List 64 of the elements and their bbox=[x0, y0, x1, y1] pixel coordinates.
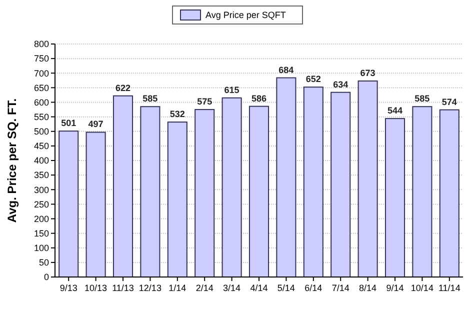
data-label: 544 bbox=[387, 106, 403, 116]
x-tick-label: 9/13 bbox=[60, 283, 78, 293]
x-tick-label: 1/14 bbox=[168, 283, 186, 293]
bar bbox=[384, 118, 406, 278]
y-tick-label: 650 bbox=[34, 82, 49, 93]
x-tick-label: 7/14 bbox=[332, 283, 350, 293]
data-label: 501 bbox=[61, 118, 76, 128]
y-tick-label: 0 bbox=[44, 272, 49, 282]
x-tick-label: 12/13 bbox=[138, 283, 162, 293]
data-label: 634 bbox=[333, 79, 348, 90]
data-label: 574 bbox=[442, 96, 457, 107]
x-tick-label: 6/14 bbox=[304, 283, 322, 293]
x-tick-label: 3/14 bbox=[223, 283, 241, 293]
bar bbox=[222, 97, 242, 278]
data-label: 615 bbox=[224, 84, 240, 95]
x-tick-label: 8/14 bbox=[359, 283, 377, 293]
y-tick-label: 250 bbox=[34, 199, 49, 210]
bar bbox=[112, 95, 134, 278]
data-label: 497 bbox=[88, 119, 104, 130]
x-tick-label: 10/14 bbox=[410, 283, 434, 293]
bar bbox=[276, 77, 296, 278]
data-label: 652 bbox=[306, 74, 321, 84]
y-tick-label: 50 bbox=[38, 258, 49, 268]
bar bbox=[167, 122, 188, 278]
y-tick-label: 700 bbox=[34, 68, 49, 78]
bar bbox=[248, 106, 270, 278]
bar bbox=[86, 132, 106, 278]
data-label: 586 bbox=[251, 93, 267, 104]
y-tick-label: 750 bbox=[34, 54, 49, 64]
y-tick-label: 400 bbox=[34, 156, 49, 166]
bar bbox=[303, 86, 324, 278]
y-axis-title: Avg. Price per SQ. FT. bbox=[5, 98, 19, 223]
data-label: 673 bbox=[360, 68, 376, 78]
data-label: 575 bbox=[197, 96, 212, 107]
x-tick-label: 11/14 bbox=[438, 283, 460, 293]
x-tick-label: 4/14 bbox=[250, 283, 268, 293]
bar bbox=[58, 130, 79, 278]
legend-label: Avg Price per SQFT bbox=[206, 10, 286, 20]
x-tick-label: 10/13 bbox=[84, 283, 108, 293]
data-label: 532 bbox=[170, 109, 185, 120]
bar bbox=[412, 106, 432, 278]
y-tick-label: 800 bbox=[34, 39, 49, 50]
data-label: 585 bbox=[142, 94, 158, 104]
y-tick-label: 100 bbox=[34, 243, 49, 254]
y-tick-label: 150 bbox=[34, 228, 49, 238]
data-label: 622 bbox=[115, 82, 131, 93]
bar bbox=[330, 92, 351, 278]
bar bbox=[439, 109, 460, 278]
data-label: 684 bbox=[278, 64, 294, 75]
bar bbox=[358, 80, 378, 278]
y-tick-label: 200 bbox=[34, 214, 49, 224]
bar bbox=[194, 109, 215, 278]
y-tick-label: 450 bbox=[34, 141, 49, 152]
y-tick-label: 550 bbox=[34, 112, 49, 122]
y-tick-label: 600 bbox=[34, 97, 49, 108]
x-tick-label: 11/13 bbox=[112, 283, 134, 293]
y-tick-label: 300 bbox=[34, 184, 49, 195]
y-tick-label: 350 bbox=[34, 170, 49, 180]
bar bbox=[140, 106, 160, 278]
data-label: 585 bbox=[414, 94, 430, 104]
x-tick-label: 2/14 bbox=[196, 283, 214, 293]
x-tick-label: 9/14 bbox=[386, 283, 404, 293]
y-tick-label: 500 bbox=[34, 126, 49, 137]
x-tick-label: 5/14 bbox=[277, 283, 295, 293]
